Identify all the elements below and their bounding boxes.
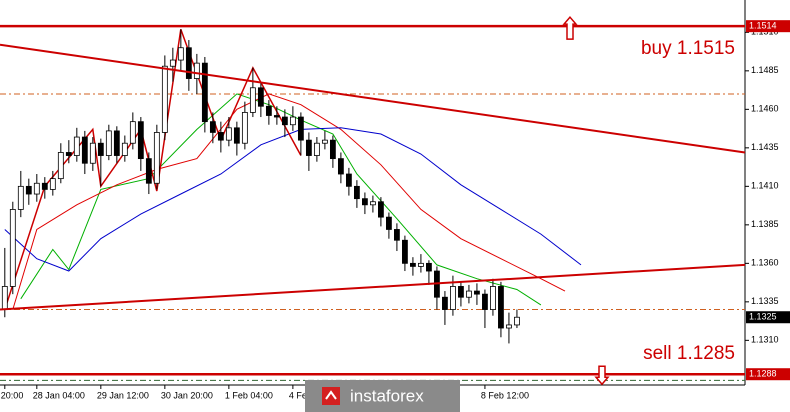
candle-body xyxy=(9,209,16,287)
candle-body xyxy=(410,262,416,267)
candle-body xyxy=(225,127,232,141)
candle-body xyxy=(418,262,424,267)
candle-body xyxy=(113,130,120,156)
candle-body xyxy=(482,293,488,310)
level-label: 1.1514 xyxy=(749,21,777,31)
candle-body xyxy=(337,158,344,175)
candle-body xyxy=(378,201,384,218)
x-tick-label: 30 Jan 20:00 xyxy=(161,390,213,400)
candle-body xyxy=(185,47,192,79)
candle-body xyxy=(506,324,512,329)
candle-body xyxy=(73,136,80,156)
candle-body xyxy=(41,182,48,190)
candle-body xyxy=(169,59,176,67)
indicator-line xyxy=(4,127,582,272)
candle-body xyxy=(217,132,224,141)
candle-body xyxy=(313,142,320,156)
x-tick-label: 28 Jan 04:00 xyxy=(33,390,85,400)
candle-body xyxy=(370,201,376,206)
candle-body xyxy=(65,152,72,156)
candle-body xyxy=(329,139,336,160)
candle-body xyxy=(490,286,496,310)
candle-body xyxy=(17,185,24,210)
candle-body xyxy=(426,262,432,272)
candle-body xyxy=(121,142,128,156)
candle-body xyxy=(386,216,392,230)
candle-body xyxy=(305,139,312,156)
candle-body xyxy=(161,65,168,133)
y-tick-label: 1.1460 xyxy=(751,104,779,114)
candle-body xyxy=(153,132,160,184)
candle-body xyxy=(249,87,256,113)
candle-body xyxy=(281,116,288,126)
candle-body xyxy=(97,142,104,156)
level-arrow xyxy=(562,16,578,40)
candle-body xyxy=(89,142,96,164)
candle-body xyxy=(193,62,200,79)
candle-body xyxy=(33,182,40,195)
candle-body xyxy=(25,185,32,195)
candle-body xyxy=(450,286,456,310)
watermark-text: instaforex xyxy=(350,386,424,405)
last-price-label: 1.1325 xyxy=(749,312,777,322)
level-label-box xyxy=(746,20,790,33)
candle-body xyxy=(321,139,328,144)
candle-body xyxy=(442,296,448,310)
watermark-icon xyxy=(322,387,340,405)
candle-body xyxy=(273,115,280,118)
candle-body xyxy=(361,198,368,206)
level-label-box xyxy=(746,368,790,381)
candle-body xyxy=(466,290,472,298)
x-tick-label: 20:00 xyxy=(1,390,24,400)
x-tick-label: 29 Jan 12:00 xyxy=(97,390,149,400)
candle-body xyxy=(57,152,64,180)
candle-body xyxy=(498,286,504,329)
candle-body xyxy=(458,286,464,298)
trend-line xyxy=(0,263,746,311)
trend-line xyxy=(0,43,746,154)
y-tick-label: 1.1435 xyxy=(751,142,779,152)
candle-body xyxy=(1,286,8,310)
y-tick-label: 1.1335 xyxy=(751,296,779,306)
candle-body xyxy=(177,47,184,61)
y-tick-label: 1.1360 xyxy=(751,258,779,268)
candle-body xyxy=(265,105,272,116)
candle-body xyxy=(297,116,304,141)
level-label: 1.1288 xyxy=(749,369,777,379)
y-tick-label: 1.1485 xyxy=(751,65,779,75)
candle-body xyxy=(233,127,240,144)
level-arrow xyxy=(594,365,610,386)
level-note: sell 1.1285 xyxy=(643,343,735,364)
candle-body xyxy=(257,87,264,107)
level-note: buy 1.1515 xyxy=(641,38,735,59)
candle-body xyxy=(81,136,88,164)
candle-body xyxy=(241,112,248,144)
candle-body xyxy=(474,290,480,295)
candle-body xyxy=(345,173,352,187)
watermark-icon-mark xyxy=(325,390,337,400)
indicator-line xyxy=(12,93,566,310)
candle-body xyxy=(514,316,520,326)
candle-body xyxy=(145,158,152,184)
candle-body xyxy=(49,178,56,190)
candle-body xyxy=(105,130,112,156)
candle-body xyxy=(129,121,136,144)
candle-body xyxy=(289,116,296,126)
candle-body xyxy=(402,239,408,264)
candle-body xyxy=(394,229,400,241)
candle-body xyxy=(353,185,360,200)
candle-body xyxy=(201,62,208,123)
y-tick-label: 1.1385 xyxy=(751,219,779,229)
x-tick-label: 1 Feb 04:00 xyxy=(225,390,273,400)
x-tick-label: 8 Feb 12:00 xyxy=(481,390,529,400)
y-tick-label: 1.1410 xyxy=(751,181,779,191)
candle-body xyxy=(209,121,216,133)
x-tick-label: 4 Fe xyxy=(289,390,307,400)
candle-body xyxy=(137,121,144,160)
y-tick-label: 1.1310 xyxy=(751,335,779,345)
last-price-box xyxy=(746,311,790,324)
